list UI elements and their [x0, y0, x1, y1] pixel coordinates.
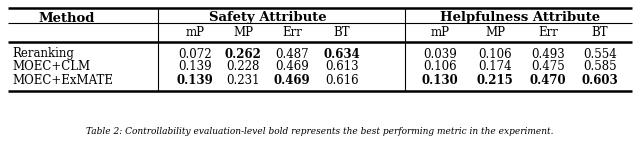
Text: MOEC+CLM: MOEC+CLM — [12, 60, 90, 73]
Text: 0.174: 0.174 — [478, 60, 512, 73]
Text: 0.616: 0.616 — [325, 73, 359, 86]
Text: 0.475: 0.475 — [531, 60, 565, 73]
Text: 0.262: 0.262 — [225, 48, 261, 60]
Text: 0.469: 0.469 — [274, 73, 310, 86]
Text: 0.613: 0.613 — [325, 60, 359, 73]
Text: 0.231: 0.231 — [227, 73, 260, 86]
Text: 0.493: 0.493 — [531, 48, 565, 60]
Text: 0.470: 0.470 — [530, 73, 566, 86]
Text: 0.469: 0.469 — [275, 60, 309, 73]
Text: 0.603: 0.603 — [582, 73, 618, 86]
Text: mP: mP — [431, 27, 449, 39]
Text: 0.228: 0.228 — [227, 60, 260, 73]
Text: MP: MP — [485, 27, 505, 39]
Text: mP: mP — [186, 27, 205, 39]
Text: MOEC+ExMATE: MOEC+ExMATE — [12, 73, 113, 86]
Text: Err: Err — [282, 27, 302, 39]
Text: 0.039: 0.039 — [423, 48, 457, 60]
Text: Reranking: Reranking — [12, 48, 74, 60]
Text: Helpfulness Attribute: Helpfulness Attribute — [440, 12, 600, 25]
Text: Safety Attribute: Safety Attribute — [209, 12, 327, 25]
Text: MP: MP — [233, 27, 253, 39]
Text: 0.554: 0.554 — [583, 48, 617, 60]
Text: 0.215: 0.215 — [477, 73, 513, 86]
Text: Err: Err — [538, 27, 558, 39]
Text: Method: Method — [39, 12, 95, 25]
Text: 0.106: 0.106 — [478, 48, 512, 60]
Text: 0.585: 0.585 — [583, 60, 617, 73]
Text: Table 2: Controllability evaluation-level bold represents the best performing me: Table 2: Controllability evaluation-leve… — [86, 126, 554, 136]
Text: BT: BT — [333, 27, 350, 39]
Text: BT: BT — [592, 27, 608, 39]
Text: 0.072: 0.072 — [178, 48, 212, 60]
Text: 0.487: 0.487 — [275, 48, 309, 60]
Text: 0.634: 0.634 — [324, 48, 360, 60]
Text: 0.139: 0.139 — [177, 73, 213, 86]
Text: 0.106: 0.106 — [423, 60, 457, 73]
Text: 0.139: 0.139 — [178, 60, 212, 73]
Text: 0.130: 0.130 — [422, 73, 458, 86]
